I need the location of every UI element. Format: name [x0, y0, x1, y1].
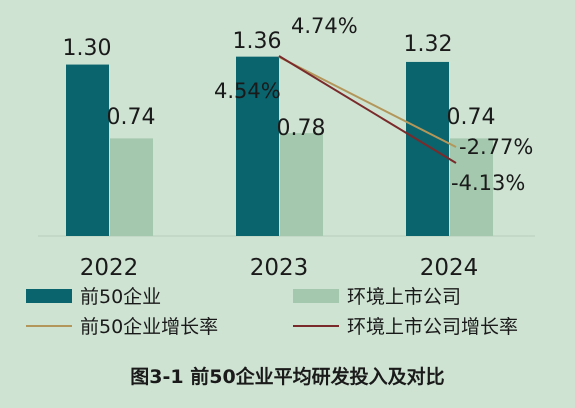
data-label-top50-2024: 1.32: [404, 32, 453, 57]
growth-label-env-2023: 4.74%: [291, 14, 358, 38]
legend-label-env: 环境上市公司: [347, 286, 461, 308]
bar-top50-2022: [66, 64, 109, 236]
data-label-env-2022: 0.74: [107, 105, 156, 130]
chart-svg: 2022 2023 2024 1.30 0.74 1.36 0.78 1.32 0.74 4.54…: [26, 14, 535, 338]
bar-env-2024: [450, 138, 493, 236]
x-tick-label: 2022: [80, 255, 139, 281]
legend-swatch-top50: [26, 289, 72, 303]
growth-label-top50-2023: 4.54%: [214, 79, 281, 103]
bar-top50-2024: [406, 61, 449, 236]
legend-swatch-env: [293, 289, 339, 303]
figure-caption: 图3-1 前50企业平均研发投入及对比: [130, 366, 445, 388]
x-tick-label: 2024: [420, 255, 479, 281]
data-label-top50-2023: 1.36: [233, 29, 282, 54]
data-label-env-2024: 0.74: [447, 105, 496, 130]
x-tick-label: 2023: [250, 255, 309, 281]
legend-label-env-growth: 环境上市公司增长率: [347, 316, 518, 338]
line-top50-growth: [278, 56, 457, 148]
legend-label-top50-growth: 前50企业增长率: [80, 316, 218, 338]
bar-env-2023: [280, 133, 323, 236]
growth-label-env-2024: -4.13%: [451, 171, 525, 195]
data-label-top50-2022: 1.30: [63, 36, 112, 61]
growth-label-top50-2024: -2.77%: [459, 135, 533, 159]
line-env-growth: [278, 55, 457, 164]
data-label-env-2023: 0.78: [277, 116, 326, 141]
legend-label-top50: 前50企业: [80, 286, 161, 308]
bar-env-2022: [110, 138, 153, 236]
bar-top50-2023: [236, 56, 279, 237]
